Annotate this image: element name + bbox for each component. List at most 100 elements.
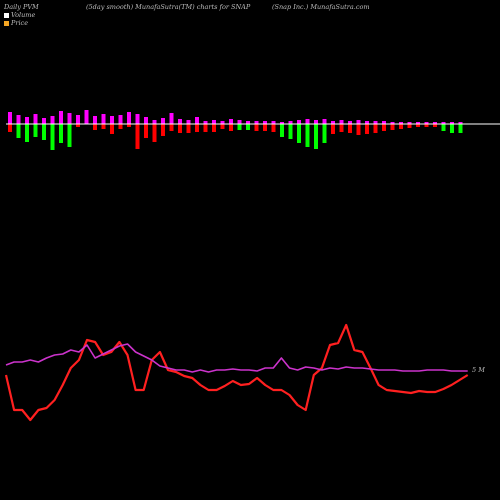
volume-bar-up	[339, 120, 344, 124]
volume-bar-down	[186, 124, 191, 133]
volume-bar-up	[42, 118, 46, 124]
volume-bar-down	[229, 124, 233, 131]
volume-bar-up	[186, 120, 191, 124]
volume-bar-down	[110, 124, 114, 134]
volume-bar-up	[59, 111, 63, 124]
volume-bars	[8, 110, 463, 150]
volume-bar-down	[101, 124, 106, 129]
volume-bar-down	[356, 124, 361, 135]
volume-bar-up	[416, 122, 420, 124]
volume-bar-down	[127, 124, 131, 127]
volume-bar-up	[407, 122, 412, 124]
volume-bar-up	[50, 116, 55, 124]
header-left: Daily PVM	[4, 3, 39, 11]
volume-bar-up	[67, 113, 72, 124]
volume-bar-down	[254, 124, 259, 131]
volume-bar-up	[365, 121, 369, 124]
volume-bar-up	[254, 121, 259, 124]
volume-bar-up	[399, 122, 403, 124]
volume-bar-up	[356, 120, 361, 124]
end-label: 5 M	[472, 366, 485, 374]
volume-bar-up	[246, 121, 250, 124]
legend-price-swatch	[4, 20, 9, 26]
volume-bar-down	[288, 124, 293, 139]
volume-bar-down	[33, 124, 38, 137]
volume-bar-up	[25, 117, 29, 124]
volume-bar-up	[441, 122, 446, 124]
volume-bar-down	[169, 124, 174, 131]
volume-bar-up	[127, 112, 131, 124]
volume-bar-up	[424, 122, 429, 124]
volume-bar-up	[93, 116, 97, 124]
volume-bar-down	[348, 124, 352, 133]
volume-bar-up	[450, 122, 454, 124]
volume-bar-down	[67, 124, 72, 147]
volume-bar-down	[373, 124, 378, 133]
volume-bar-up	[195, 117, 199, 124]
volume-bar-up	[458, 122, 463, 124]
volume-bar-up	[433, 122, 437, 124]
volume-bar-down	[297, 124, 301, 143]
volume-bar-down	[390, 124, 395, 130]
volume-bar-up	[178, 119, 182, 124]
volume-bar-down	[424, 124, 429, 127]
volume-bar-down	[212, 124, 216, 132]
legend-price: Price	[4, 19, 28, 27]
volume-bar-down	[382, 124, 386, 131]
volume-bar-up	[169, 113, 174, 124]
volume-bar-down	[195, 124, 199, 132]
volume-bar-up	[288, 121, 293, 124]
volume-bar-down	[416, 124, 420, 127]
volume-bar-up	[331, 121, 335, 124]
volume-bar-up	[101, 114, 106, 124]
volume-bar-up	[229, 119, 233, 124]
volume-bar-down	[16, 124, 21, 138]
volume-bar-down	[144, 124, 148, 138]
volume-bar-down	[50, 124, 55, 150]
volume-bar-down	[59, 124, 63, 143]
price-line	[4, 323, 469, 422]
volume-bar-down	[93, 124, 97, 130]
volume-bar-down	[25, 124, 29, 142]
volume-bar-down	[135, 124, 140, 149]
volume-bar-down	[458, 124, 463, 133]
volume-bar-down	[42, 124, 46, 140]
volume-bar-up	[390, 122, 395, 124]
header-center: (5day smooth) MunafaSutra(TM) charts for…	[86, 3, 251, 11]
volume-bar-down	[339, 124, 344, 132]
legend-volume: Volume	[4, 11, 35, 19]
volume-bar-down	[161, 124, 165, 136]
volume-bar-up	[203, 121, 208, 124]
legend-price-label: Price	[11, 19, 29, 27]
volume-bar-up	[144, 117, 148, 124]
volume-bar-up	[76, 115, 80, 124]
volume-bar-down	[118, 124, 123, 129]
volume-bar-up	[161, 118, 165, 124]
volume-bar-down	[178, 124, 182, 133]
volume-bar-up	[382, 121, 386, 124]
volume-bar-up	[16, 115, 21, 124]
header-right: (Snap Inc.) MunafaSutra.com	[272, 3, 370, 11]
volume-bar-up	[305, 119, 310, 124]
volume-bar-up	[135, 114, 140, 124]
volume-bar-down	[407, 124, 412, 128]
volume-bar-down	[441, 124, 446, 131]
volume-bar-down	[433, 124, 437, 127]
volume-bar-up	[263, 121, 267, 124]
volume-bar-up	[152, 120, 157, 124]
volume-bar-down	[271, 124, 276, 132]
volume-bar-down	[237, 124, 242, 130]
volume-bar-down	[263, 124, 267, 131]
volume-bar-up	[8, 112, 12, 124]
legend-volume-label: Volume	[11, 11, 36, 19]
volume-bar-up	[110, 116, 114, 124]
volume-bar-up	[280, 122, 284, 124]
volume-bar-up	[33, 114, 38, 124]
volume-bar-down	[220, 124, 225, 129]
volume-bar-up	[237, 120, 242, 124]
volume-bar-up	[373, 121, 378, 124]
volume-bar-up	[348, 121, 352, 124]
volume-bar-down	[305, 124, 310, 147]
line-series	[4, 323, 469, 422]
